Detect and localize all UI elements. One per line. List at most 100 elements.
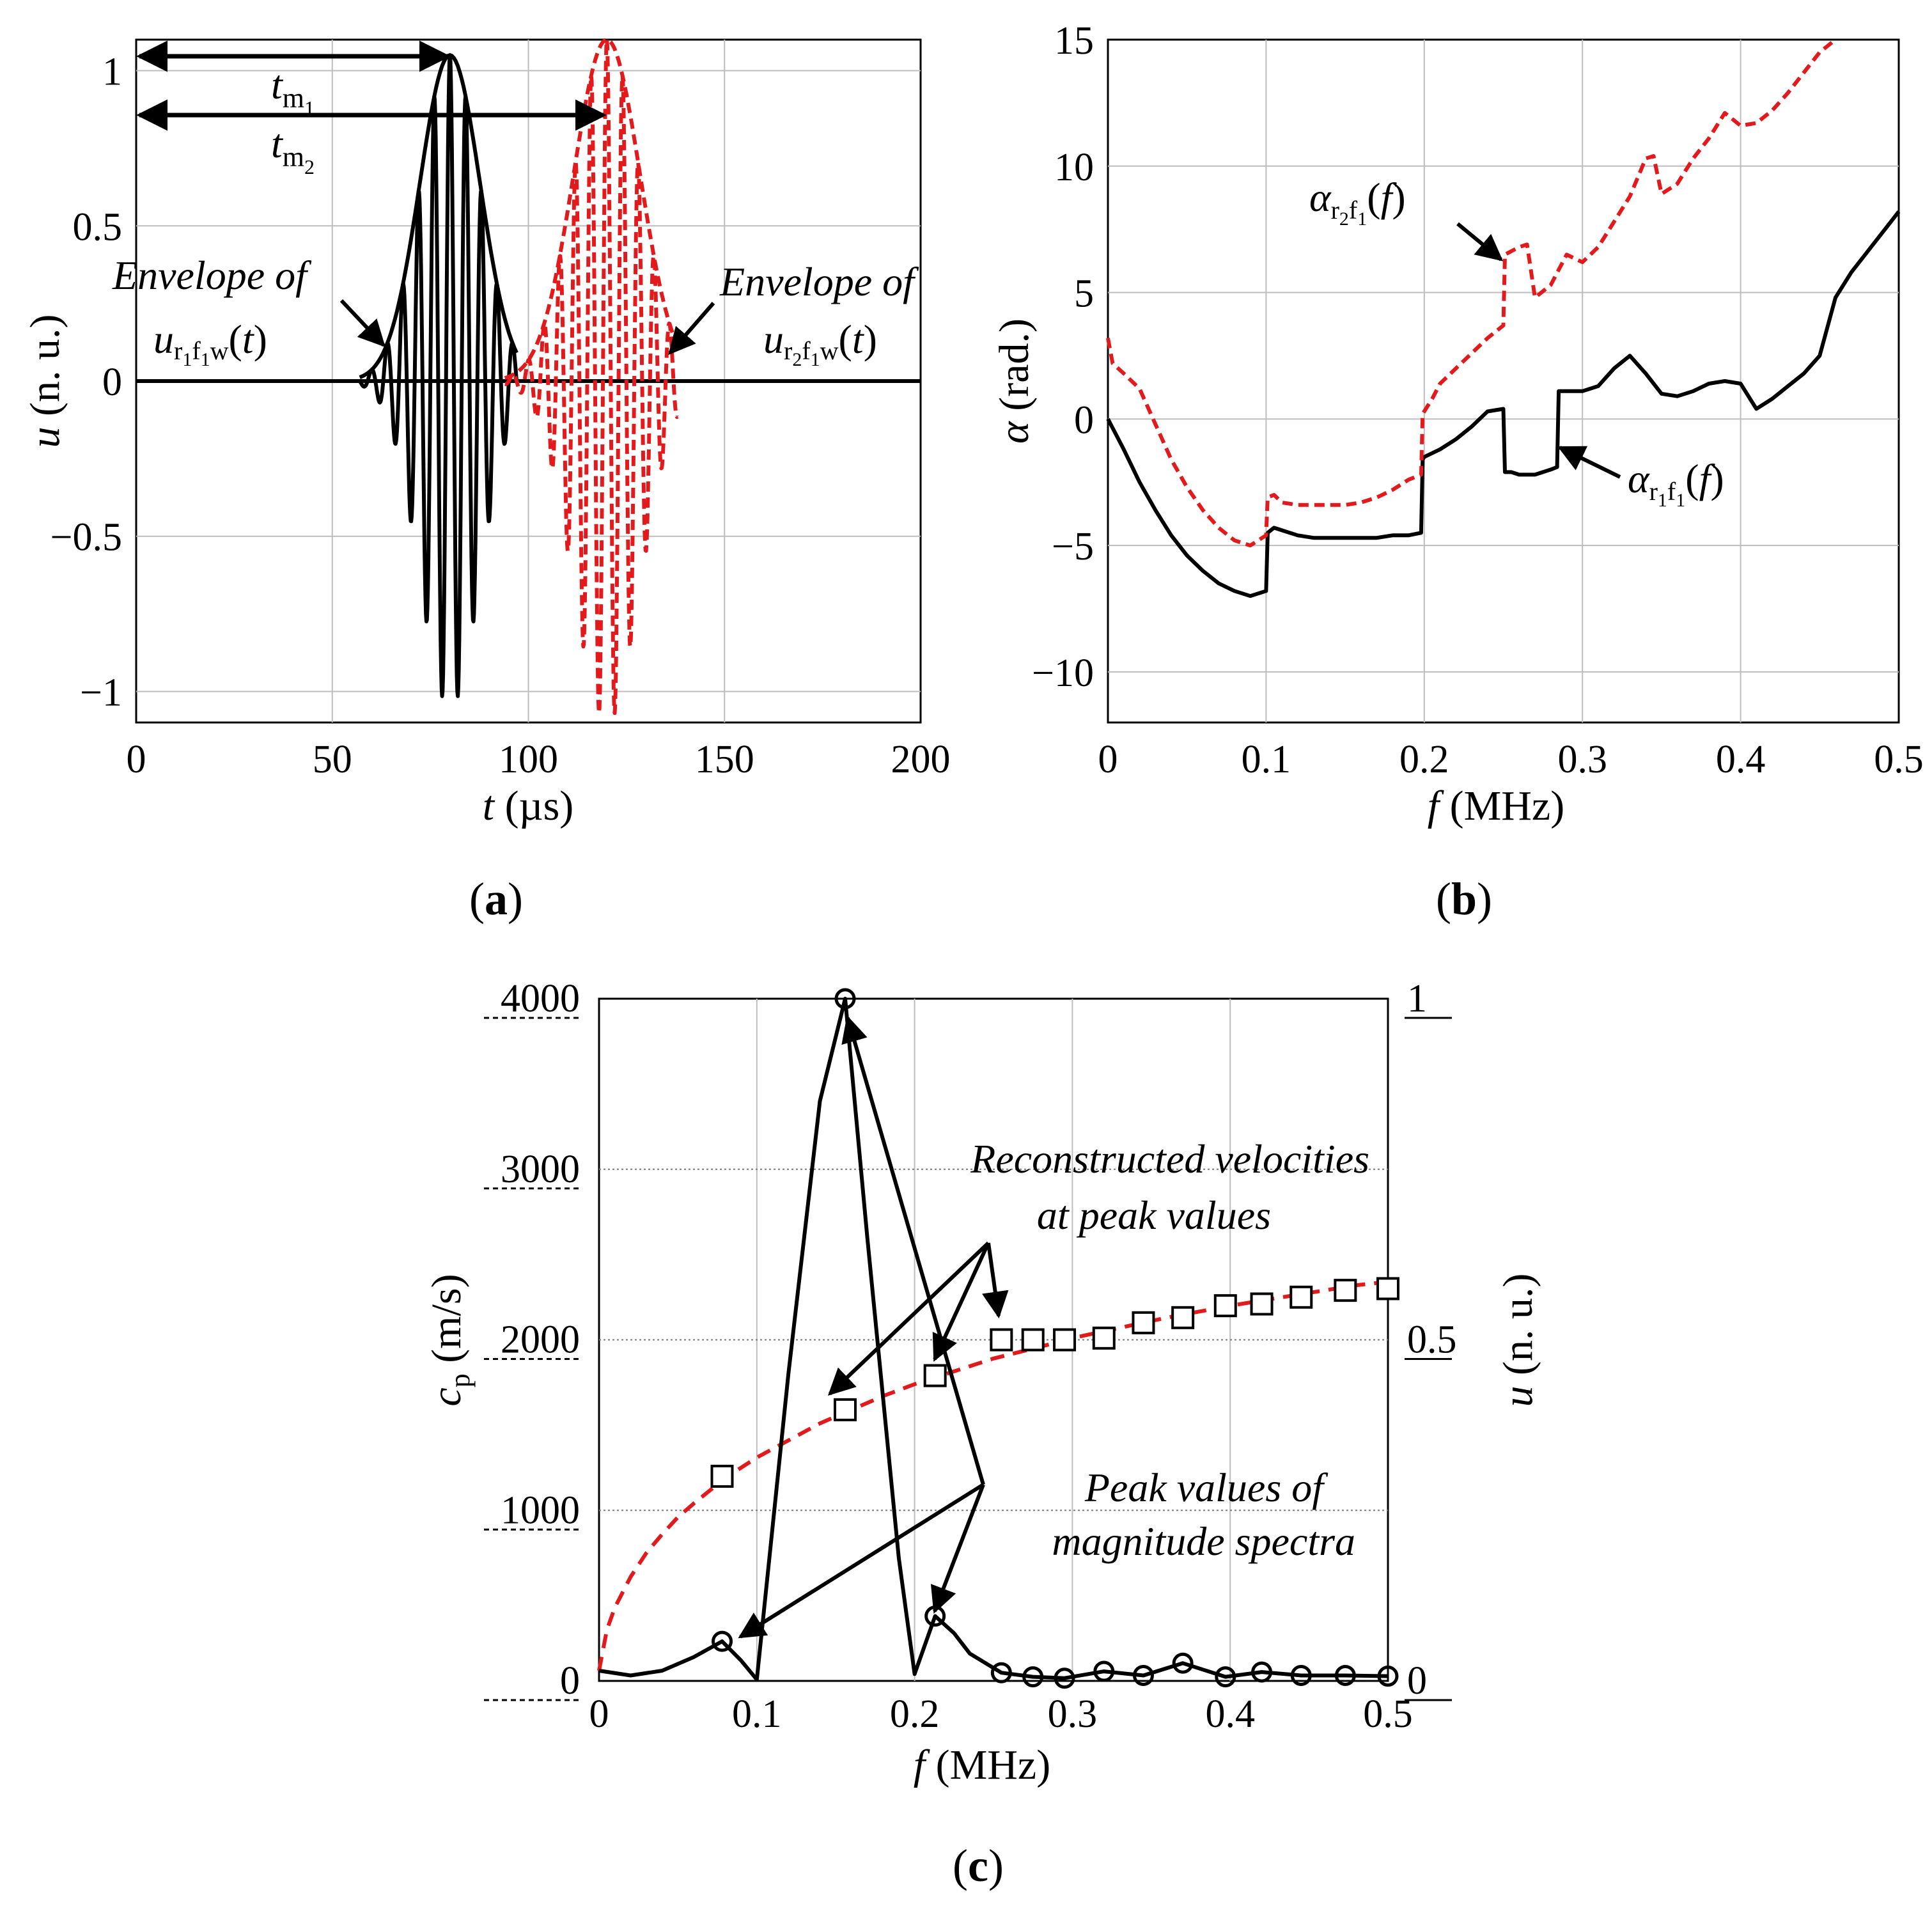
panel-a-series-1-line [358,53,519,698]
panel-b-grid [1108,40,1899,722]
panel-c-peak-marker [834,988,856,1010]
panel-a-xtick-label: 0 [127,738,146,781]
panel-c-ylabel-right: u (n. u.) [1495,1274,1541,1407]
panel-b-xtick-label: 0.4 [1716,738,1766,781]
panel-c-peak-marker [1251,1661,1273,1683]
panel-b-ytick-label: 5 [1074,272,1094,316]
panel-b-label: (b) [1436,873,1492,925]
panel-c-series [597,988,1399,1689]
panel-c-peak-marker [1215,1666,1236,1688]
panel-c-velocity-marker [1334,1279,1357,1302]
alpha-r1f1-label: αr1f1(f) [1628,456,1724,511]
envelope-1-arrow [339,299,386,348]
panel-b-xlabel: f (MHz) [1428,783,1564,829]
panel-a-xtick-label: 200 [891,738,951,781]
panel-c-ytick-left-label: 4000 [501,977,580,1020]
panel-c-velocity-marker [1132,1311,1155,1334]
peak-values-label: Peak values of [1084,1465,1328,1510]
panel-b-ylabel: α (rad.) [991,318,1038,444]
envelope-1-math: ur1f1w(t) [153,316,267,370]
alpha-r1f1-arrow [1557,446,1621,479]
panel-c-xtick-label: 0.2 [890,1692,940,1736]
panel-a-ytick-label: 0 [102,361,122,404]
panel-b-series-1-line [1106,210,1901,598]
panel-a-xtick-label: 50 [313,738,352,781]
panel-c-peak-marker [990,1662,1012,1683]
tm1-label: tm1 [271,62,315,120]
panel-a: 0 50 100 150 200 −1 −0.5 0 0.5 1 t (µs) u (n. u.)… [22,37,951,925]
peak-values-label-2: magnitude spectra [1052,1519,1355,1564]
panel-c-letter: c [968,1840,988,1891]
panel-c-ytick-left-label: 2000 [501,1318,580,1362]
panel-c-velocity-marker [710,1464,734,1488]
alpha-r2f1-label: αr2f1(f) [1309,175,1406,230]
panel-b-ticks: 0 0.1 0.2 0.3 0.4 0.5 −10 −5 0 5 10 15 [1032,19,1924,781]
panel-c-peak-marker [712,1630,733,1652]
panel-c-xlabel: f (MHz) [914,1742,1050,1788]
panel-b-ytick-label: 10 [1054,146,1094,189]
panel-c-velocity-marker [1250,1292,1274,1316]
panel-c-peak-marker [1132,1664,1154,1686]
panel-c-velocity-marker [1171,1306,1195,1329]
tm2-label: tm2 [271,121,315,178]
alpha-r2f1-arrow [1456,222,1504,262]
panel-c-velocity-marker [1376,1277,1399,1300]
panel-b-xtick-label: 0 [1098,738,1118,781]
panel-c-velocity-marker [1092,1326,1116,1350]
panel-a-ytick-label: −1 [80,671,122,714]
panel-c-velocity-marker [1213,1294,1237,1318]
reconstructed-velocities-arrows [827,1241,1009,1396]
panel-a-series-1-envelope [359,53,518,379]
panel-a-ytick-label: −0.5 [51,516,122,559]
panel-a-label: (a) [469,873,523,925]
panel-c-velocity-marker [1021,1328,1045,1352]
panel-c-label: (c) [953,1840,1004,1891]
panel-c-xtick-label: 0.3 [1048,1692,1098,1736]
panel-b-letter: b [1451,873,1477,925]
panel-b-ytick-label: 0 [1074,398,1094,442]
panel-c-peak-marker [1093,1660,1115,1682]
panel-c-xtick-label: 0.1 [732,1692,782,1736]
panel-c-xtick-label: 0.5 [1363,1692,1413,1736]
panel-b-ytick-label: 15 [1054,19,1094,63]
panel-c-peak-marker [1290,1664,1312,1686]
panel-a-series [136,37,921,715]
panel-a-xtick-label: 150 [695,738,754,781]
panel-a-series-2-envelope [504,37,680,380]
panel-c-ylabel-left: cp (m/s) [423,1274,476,1406]
panel-c-peak-marker [1334,1664,1356,1686]
panel-c-velocity-marker [834,1398,857,1421]
panel-c-velocity-marker [923,1364,947,1387]
panel-c-peak-marker [1377,1666,1399,1687]
panel-c-xtick-label: 0.4 [1205,1692,1255,1736]
panel-a-letter: a [485,873,508,925]
panel-c-velocity-marker [1053,1328,1077,1352]
panel-b-series [1106,38,1901,598]
panel-c-ytick-right-label: 1 [1407,977,1427,1020]
panel-a-ytick-label: 1 [102,51,122,94]
reconstructed-velocities-label-2: at peak values [1037,1192,1271,1238]
panel-a-ylabel: u (n. u.) [22,315,68,448]
peak-values-arrows [738,1015,985,1639]
panel-c-ytick-right-label: 0.5 [1407,1318,1457,1362]
panel-a-ticks: 0 50 100 150 200 −1 −0.5 0 0.5 1 [51,51,951,781]
panel-a-ytick-label: 0.5 [73,205,123,249]
envelope-2-math: ur2f1w(t) [763,316,877,370]
panel-a-series-2-line [503,38,679,715]
panel-c-peak-marker [1054,1667,1075,1689]
panel-c-ytick-left-label: 1000 [501,1488,580,1532]
panel-b-ytick-label: −10 [1032,652,1094,695]
panel-c-ytick-left-label: 3000 [501,1148,580,1191]
panel-a-xtick-label: 100 [499,738,558,781]
panel-b-xtick-label: 0.3 [1557,738,1607,781]
panel-b-ytick-label: −5 [1052,525,1094,568]
reconstructed-velocities-label: Reconstructed velocities [970,1136,1369,1182]
panel-c-xtick-label: 0 [589,1692,609,1736]
panel-b-xtick-label: 0.2 [1399,738,1449,781]
envelope-2-arrow [668,302,715,355]
panel-c-ytick-right-label: 0 [1407,1659,1427,1703]
panel-b: 0 0.1 0.2 0.3 0.4 0.5 −10 −5 0 5 10 15 f (MHz) α (r… [991,19,1924,925]
panel-c-ytick-left-label: 0 [560,1659,580,1703]
